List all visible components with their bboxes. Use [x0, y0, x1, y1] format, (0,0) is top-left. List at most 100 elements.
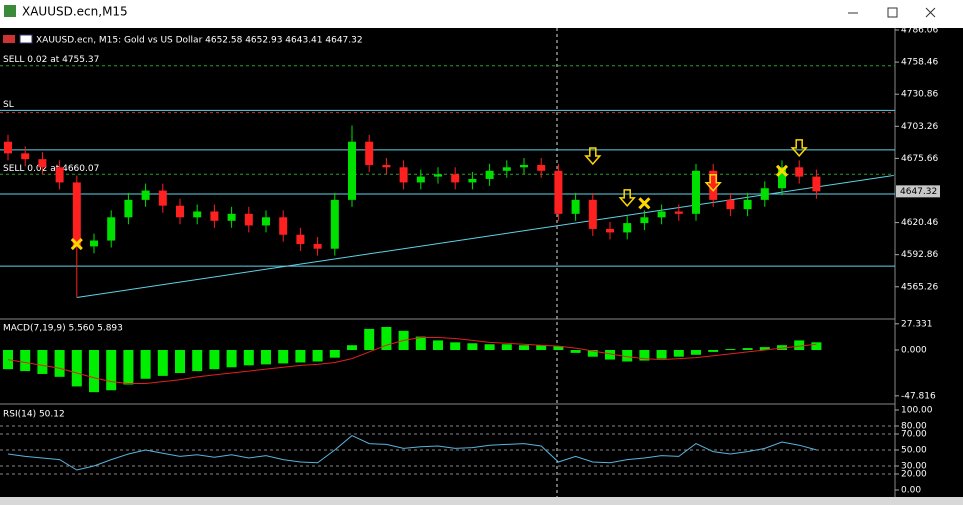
symbol-flag [3, 35, 15, 43]
histogram-bar [708, 349, 719, 352]
candle-body [365, 141, 374, 165]
y-tick-label: 100.00 [901, 406, 933, 416]
histogram-bar [433, 340, 443, 350]
candle-body [382, 164, 391, 168]
histogram-bar [54, 349, 65, 377]
candle-body [210, 211, 219, 221]
histogram-bar [123, 349, 134, 385]
candle-body [72, 182, 81, 247]
time-axis [0, 497, 963, 505]
histogram-bar [175, 349, 185, 374]
candle-body [158, 190, 167, 206]
signal-line [7, 337, 817, 385]
y-tick-label: 4703.26 [901, 122, 938, 132]
candle-body [795, 167, 804, 177]
candle-body [416, 176, 425, 183]
histogram-bar [553, 346, 564, 350]
candle-body [348, 141, 356, 200]
y-tick-label: 0.000 [901, 345, 927, 355]
y-tick-label: 80.00 [901, 422, 927, 432]
signal-cross [775, 164, 789, 177]
candle-body [279, 217, 288, 235]
candle-body [537, 164, 546, 171]
candle-body [812, 176, 821, 192]
maximize-button[interactable] [887, 7, 898, 18]
candle-body [38, 159, 47, 168]
candle-body [330, 199, 339, 249]
histogram-bar [484, 344, 495, 350]
candle-body [554, 170, 563, 214]
candle-body [176, 205, 184, 218]
histogram-bar [570, 349, 581, 353]
signal-arrow [790, 139, 808, 157]
histogram-bar [20, 349, 31, 372]
histogram-bar [226, 349, 237, 368]
candle-body [296, 234, 305, 245]
candle-body [244, 213, 253, 226]
histogram-bar [656, 349, 667, 359]
histogram-bar [261, 349, 271, 365]
histogram-bar [605, 349, 615, 360]
histogram-bar [209, 349, 220, 370]
chart-header: XAUUSD.ecn, M15: Gold vs US Dollar 4652.… [36, 36, 363, 46]
candle-body [760, 188, 769, 200]
y-tick-label: -47.816 [901, 391, 936, 401]
chart-background [0, 28, 963, 497]
candle-body [606, 228, 614, 233]
candle-body [434, 174, 442, 177]
candle-body [21, 153, 30, 160]
candle-body [778, 167, 786, 189]
y-tick-label: 0.00 [901, 486, 921, 496]
window-icon [4, 5, 16, 17]
candle-body [107, 217, 116, 241]
level-label: SL [3, 100, 14, 110]
histogram-bar [742, 348, 753, 350]
rsi-line [7, 435, 817, 471]
candle-body [657, 211, 666, 218]
histogram-bar [467, 343, 478, 350]
candle-body [571, 199, 580, 214]
signal-cross [638, 197, 651, 210]
symbol-icon [19, 34, 33, 44]
histogram-bar [622, 349, 633, 362]
histogram-bar [347, 345, 357, 350]
histogram-bar [192, 349, 203, 372]
candle-body [55, 167, 64, 183]
histogram-bar [759, 347, 770, 350]
histogram-bar [501, 344, 512, 350]
last-price-box [896, 185, 940, 198]
y-tick-label: 4786.06 [901, 26, 938, 36]
histogram-bar [106, 349, 117, 391]
candle-body [124, 199, 133, 218]
histogram-bar [536, 345, 547, 350]
histogram-bar [71, 349, 82, 387]
window-title: XAUUSD.ecn,M15 [22, 5, 128, 19]
close-button[interactable] [925, 7, 936, 18]
candle-body [709, 170, 718, 200]
y-tick-label: 4730.86 [901, 90, 938, 100]
level-label: SELL 0.02 at 4660.07 [3, 164, 99, 174]
candle-body [502, 167, 511, 171]
histogram-bar [381, 326, 392, 350]
y-tick-label: 4758.46 [901, 58, 938, 68]
y-tick-label: 27.331 [901, 319, 933, 329]
histogram-bar [312, 349, 323, 362]
histogram-bar [37, 349, 48, 374]
candle-body [262, 217, 270, 226]
histogram-bar [243, 349, 254, 366]
histogram-bar [295, 349, 306, 363]
signal-cross [70, 237, 83, 251]
histogram-bar [639, 349, 650, 361]
histogram-bar [329, 349, 340, 358]
histogram-bar [725, 349, 736, 350]
candle-body [726, 199, 735, 210]
signal-arrow [584, 147, 602, 166]
histogram-bar [140, 349, 151, 379]
trend-line [76, 174, 894, 299]
histogram-bar [364, 328, 375, 350]
candle-body [674, 211, 683, 214]
histogram-bar [691, 349, 701, 355]
histogram-bar [673, 349, 684, 357]
